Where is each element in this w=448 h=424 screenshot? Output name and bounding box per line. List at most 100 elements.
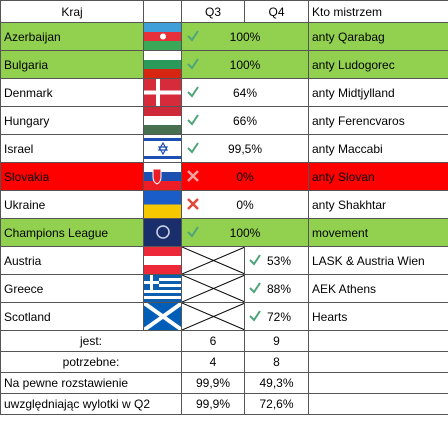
- cell: [308, 393, 448, 415]
- cell: 99,9%: [181, 372, 245, 394]
- cell: potrzebne:: [0, 351, 182, 373]
- cell: 6: [181, 330, 245, 352]
- cell: 53%: [244, 246, 309, 275]
- flag-cell: [143, 22, 182, 51]
- cell: [308, 351, 448, 373]
- cell: AEK Athens: [308, 274, 448, 303]
- cell: 0%: [181, 190, 309, 219]
- summary-row: jest: 6 9: [0, 330, 448, 352]
- cell: [181, 246, 245, 275]
- flag-cell: [143, 162, 182, 191]
- cell: 0%: [181, 162, 309, 191]
- cell: Slovakia: [0, 162, 144, 191]
- cell: 66%: [181, 106, 309, 135]
- flag-cell: [143, 274, 182, 303]
- check-icon: [187, 30, 199, 42]
- check-icon: [249, 254, 261, 266]
- cell: 72%: [244, 302, 309, 331]
- percent: 99,5%: [227, 141, 263, 156]
- flag: [144, 219, 181, 246]
- crossed-out: [182, 247, 244, 274]
- cell: Denmark: [0, 78, 144, 107]
- cell: anty Shakhtar: [308, 190, 448, 219]
- cell: uwzględniając wylotki w Q2: [0, 393, 182, 415]
- cell: 100%: [181, 50, 309, 79]
- cell: 72,6%: [244, 393, 309, 415]
- row: Slovakia 0% anty Slovan: [0, 162, 448, 191]
- flag: [144, 79, 181, 106]
- cell: 99,9%: [181, 393, 245, 415]
- flag-cell: [143, 134, 182, 163]
- percent: 88%: [267, 281, 292, 296]
- cell: 88%: [244, 274, 309, 303]
- flag: [144, 51, 181, 78]
- summary-row: Na pewne rozstawienie 99,9% 49,3%: [0, 372, 448, 394]
- row: Israel 99,5% anty Maccabi: [0, 134, 448, 163]
- cell: 99,5%: [181, 134, 309, 163]
- cell: anty Slovan: [308, 162, 448, 191]
- check-icon: [187, 142, 199, 154]
- cell: Hearts: [308, 302, 448, 331]
- cell: 9: [244, 330, 309, 352]
- cell: anty Qarabag: [308, 22, 448, 51]
- percent: 0%: [236, 169, 254, 184]
- cell: Greece: [0, 274, 144, 303]
- cross-icon: [187, 198, 199, 210]
- cell: anty Maccabi: [308, 134, 448, 163]
- cell: 100%: [181, 218, 309, 247]
- flag: [144, 303, 181, 330]
- flag-cell: [143, 246, 182, 275]
- percent: 66%: [232, 113, 258, 128]
- percent: 100%: [229, 225, 261, 240]
- check-icon: [187, 86, 199, 98]
- cell: anty Ludogorec: [308, 50, 448, 79]
- row: Greece 88% AEK Athens: [0, 274, 448, 303]
- flag: [144, 23, 181, 50]
- summary-row: uwzględniając wylotki w Q2 99,9% 72,6%: [0, 393, 448, 415]
- percent: 53%: [267, 253, 292, 268]
- row: Scotland 72% Hearts: [0, 302, 448, 331]
- header-cell: Q4: [244, 0, 309, 23]
- header-cell: Q3: [181, 0, 245, 23]
- flag: [144, 107, 181, 134]
- crossed-out: [182, 303, 244, 330]
- flag: [144, 275, 181, 302]
- row: Denmark 64% anty Midtjylland: [0, 78, 448, 107]
- header-cell: Kto mistrzem: [308, 0, 448, 23]
- row: Bulgaria 100% anty Ludogorec: [0, 50, 448, 79]
- flag-cell: [143, 190, 182, 219]
- cell: Azerbaijan: [0, 22, 144, 51]
- cell: [181, 302, 245, 331]
- summary-row: potrzebne: 4 8: [0, 351, 448, 373]
- cell: 49,3%: [244, 372, 309, 394]
- flag-cell: [143, 302, 182, 331]
- cell: Scotland: [0, 302, 144, 331]
- cell: Bulgaria: [0, 50, 144, 79]
- row: Ukraine 0% anty Shakhtar: [0, 190, 448, 219]
- cell: [308, 330, 448, 352]
- flag: [144, 247, 181, 274]
- table: Kraj Q3 Q4 Kto mistrzem Azerbaijan 100% an…: [0, 0, 448, 415]
- percent: 72%: [267, 309, 292, 324]
- row: Azerbaijan 100% anty Qarabag: [0, 22, 448, 51]
- flag-cell: [143, 78, 182, 107]
- cell: jest:: [0, 330, 182, 352]
- cell: Na pewne rozstawienie: [0, 372, 182, 394]
- flag: [144, 163, 181, 190]
- cell: Israel: [0, 134, 144, 163]
- flag-cell: [143, 50, 182, 79]
- cell: 8: [244, 351, 309, 373]
- check-icon: [187, 226, 199, 238]
- cell: [308, 372, 448, 394]
- check-icon: [187, 114, 199, 126]
- check-icon: [187, 58, 199, 70]
- percent: 100%: [229, 29, 261, 44]
- header-row: Kraj Q3 Q4 Kto mistrzem: [0, 0, 448, 23]
- cell: LASK & Austria Wien: [308, 246, 448, 275]
- cell: anty Midtjylland: [308, 78, 448, 107]
- cell: Ukraine: [0, 190, 144, 219]
- flag: [144, 191, 181, 218]
- cell: [181, 274, 245, 303]
- header-cell: Kraj: [0, 0, 144, 23]
